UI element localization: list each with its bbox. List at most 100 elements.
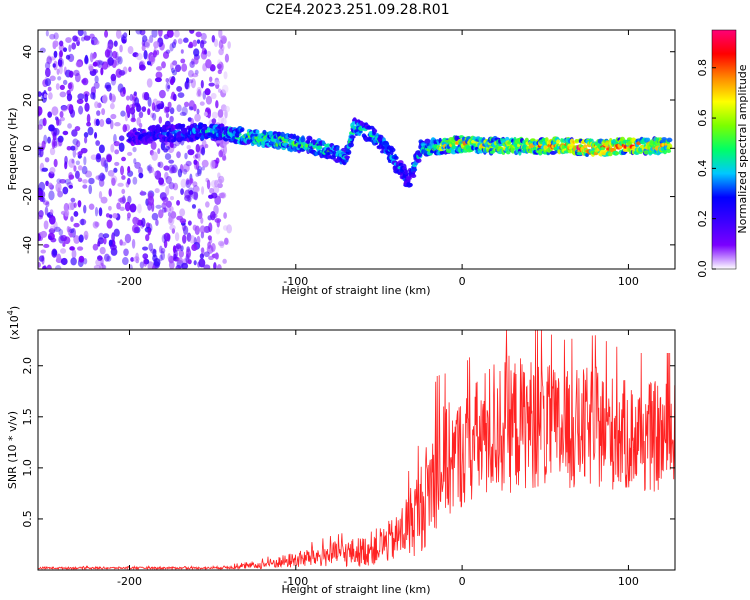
heatmap-cell — [158, 89, 166, 99]
heatmap-cell — [38, 106, 43, 116]
heatmap-cell — [153, 171, 157, 177]
heatmap-cell — [167, 85, 171, 90]
heatmap-cell — [49, 56, 56, 61]
heatmap-cell — [222, 225, 228, 231]
heatmap-cell — [134, 161, 141, 169]
heatmap-cell — [46, 56, 53, 65]
heatmap-cell — [67, 82, 73, 90]
heatmap-cell — [100, 196, 108, 204]
heatmap-cell — [210, 64, 215, 70]
heatmap-cell — [59, 91, 67, 98]
heatmap-cell — [54, 116, 59, 121]
heatmap-cell — [117, 197, 125, 203]
heatmap-cell — [147, 108, 151, 116]
heatmap-cell — [83, 56, 89, 65]
heatmap-cell — [70, 216, 74, 223]
heatmap-cell — [68, 184, 74, 189]
heatmap-cell — [114, 56, 122, 63]
heatmap-cell — [182, 234, 187, 244]
x-tick-label: -200 — [117, 275, 142, 288]
heatmap-cell — [203, 251, 210, 258]
heatmap-cell — [135, 252, 139, 261]
heatmap-cell — [57, 58, 63, 67]
heatmap-cell — [182, 225, 189, 235]
heatmap-cell — [90, 154, 98, 161]
heatmap-cell — [122, 124, 128, 133]
heatmap-cell — [73, 235, 80, 244]
heatmap-cell — [76, 246, 84, 251]
snr-y-label: SNR (10 * v/v) — [6, 411, 19, 489]
heatmap-cell — [38, 124, 43, 130]
heatmap-cell — [554, 150, 559, 154]
heatmap-cell — [45, 30, 49, 37]
heatmap-cell — [58, 229, 64, 236]
heatmap-cell — [155, 219, 159, 227]
heatmap-cell — [52, 63, 56, 68]
heatmap-cell — [218, 175, 225, 184]
y-tick-label: 0 — [21, 145, 34, 152]
heatmap-cell — [204, 143, 209, 149]
heatmap-cell — [127, 177, 131, 185]
snr-y-scale: (x104) — [6, 306, 21, 340]
heatmap-cell — [504, 136, 510, 142]
heatmap-cell — [83, 204, 87, 214]
heatmap-cell — [119, 196, 127, 204]
heatmap-cell — [373, 129, 378, 133]
heatmap-cell — [205, 58, 212, 69]
heatmap-cell — [168, 182, 175, 190]
heatmap-cell — [89, 33, 95, 39]
heatmap-cell — [110, 93, 116, 103]
heatmap-cell — [221, 37, 227, 45]
heatmap-cell — [185, 178, 190, 185]
heatmap-cell — [576, 151, 583, 156]
heatmap-cell — [100, 257, 104, 267]
heatmap-cell — [159, 254, 163, 262]
heatmap-cell — [88, 184, 93, 195]
heatmap-cell — [106, 43, 114, 50]
heatmap-cell — [133, 256, 140, 263]
heatmap-cell — [49, 225, 56, 231]
heatmap-cell — [210, 159, 216, 170]
heatmap-cell — [212, 185, 220, 194]
heatmap-cell — [147, 195, 155, 206]
heatmap-cell — [97, 174, 102, 181]
heatmap-cell — [83, 35, 91, 41]
heatmap-cell — [477, 150, 484, 154]
heatmap-cell — [146, 52, 154, 63]
heatmap-cell — [116, 202, 121, 210]
heatmap-cell — [62, 186, 69, 195]
heatmap-cell — [67, 123, 72, 129]
heatmap-cell — [98, 144, 105, 154]
heatmap-cell — [46, 264, 52, 269]
heatmap-cell — [107, 39, 114, 50]
heatmap-cell — [101, 61, 109, 70]
heatmap-cell — [193, 48, 200, 57]
heatmap-cell — [439, 150, 445, 155]
heatmap-cell — [48, 215, 56, 225]
heatmap-cell — [142, 246, 149, 251]
heatmap-cell — [38, 181, 46, 192]
heatmap-cell — [38, 142, 41, 147]
heatmap-cell — [40, 230, 48, 238]
heatmap-cell — [208, 222, 213, 233]
heatmap-cell — [68, 70, 74, 78]
heatmap-cell — [206, 50, 212, 57]
heatmap-cell — [216, 63, 222, 70]
heatmap-cell — [49, 75, 56, 82]
heatmap-cell — [70, 257, 77, 266]
colorbar-tick-label: 0.2 — [696, 210, 709, 228]
heatmap-cell — [83, 30, 87, 37]
heatmap-cell — [48, 190, 55, 201]
heatmap-cell — [77, 177, 83, 182]
heatmap-cell — [62, 79, 68, 86]
heatmap-cell — [95, 154, 102, 163]
heatmap-cell — [666, 149, 672, 154]
heatmap-cell — [173, 249, 178, 259]
heatmap-cell — [75, 160, 81, 166]
heatmap-cell — [120, 110, 126, 117]
heatmap-cell — [200, 247, 205, 253]
heatmap-cell — [92, 243, 99, 251]
heatmap-cell — [147, 227, 151, 236]
heatmap-cell — [98, 207, 103, 217]
heatmap-cell — [57, 187, 61, 197]
